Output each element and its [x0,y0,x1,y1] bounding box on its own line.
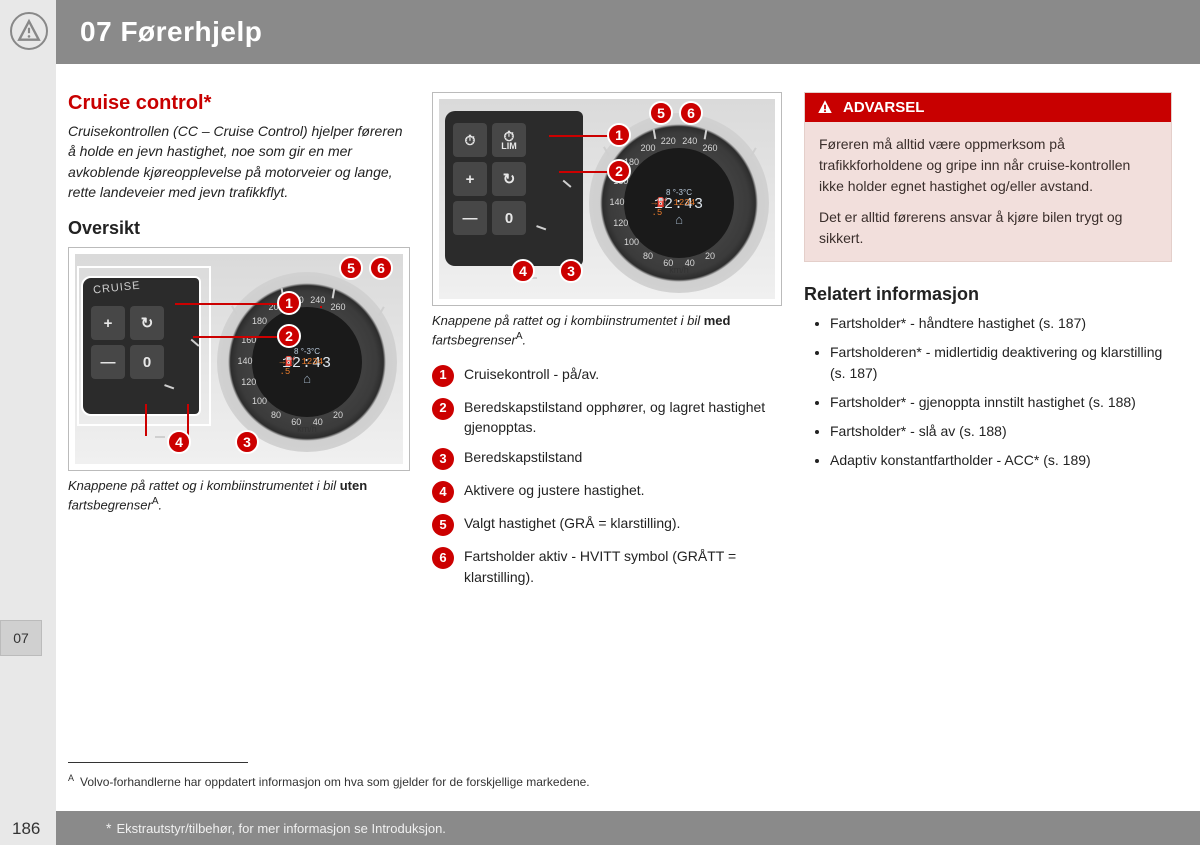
column-3: ADVARSEL Føreren må alltid være oppmerks… [804,92,1172,597]
callout-1: 1 [277,291,301,315]
callout-line-1b [549,135,611,137]
legend-number: 6 [432,547,454,569]
warning-p1: Føreren må alltid være oppmerksom på tra… [819,134,1157,197]
warning-body: Føreren må alltid være oppmerksom på tra… [805,122,1171,261]
legend-text: Aktivere og justere hastighet. [464,480,645,500]
callout-6b: 6 [679,101,703,125]
callout-5b: 5 [649,101,673,125]
footer-text: Ekstrautstyr/tilbehør, for mer informasj… [116,821,445,836]
page-number: 186 [8,817,44,841]
legend-text: Cruisekontroll - på/av. [464,364,599,384]
chapter-warning-icon [10,12,48,50]
callout-line-2b [559,171,611,173]
minus-button-icon: — [91,345,125,379]
lim-icon-button: LIM [492,123,526,157]
intro-text: Cruisekontrollen (CC – Cruise Control) h… [68,121,410,202]
legend-item: 2 Beredskapstilstand opphører, og lagret … [432,397,782,438]
legend-item: 1 Cruisekontroll - på/av. [432,364,782,387]
related-item: Fartsholderen* - midlertidig deaktiverin… [830,342,1172,383]
section-title: Cruise control* [68,92,410,115]
warning-p2: Det er alltid førerens ansvar å kjøre bi… [819,207,1157,249]
loop-button-icon: ↻ [130,306,164,340]
legend-item: 5 Valgt hastighet (GRÅ = klarstilling). [432,513,782,536]
button-grid: + ↻ — 0 [91,306,164,418]
plus-button-icon: + [91,306,125,340]
plus-button-icon: + [453,162,487,196]
speedometer-ticks: 20406080100120140160180200220240260 [217,272,397,452]
minus-button-icon: — [453,201,487,235]
callout-2: 2 [277,324,301,348]
cruise-label: CRUISE [93,280,142,297]
figure-1-caption: Knappene på rattet og i kombiinstrumente… [68,477,410,515]
callout-4: 4 [167,430,191,454]
warning-box: ADVARSEL Føreren må alltid være oppmerks… [804,92,1172,262]
callout-6: 6 [369,256,393,280]
related-heading: Relatert informasjon [804,284,1172,305]
related-item: Fartsholder* - slå av (s. 188) [830,421,1172,441]
figure-1-image: CRUISE + ↻ — 0 8 °-3°C 12:43 ⌂ [75,254,403,464]
related-item: Adaptiv konstantfartholder - ACC* (s. 18… [830,450,1172,470]
legend-item: 6 Fartsholder aktiv - HVITT symbol (GRÅTT… [432,546,782,587]
legend-number: 1 [432,365,454,387]
left-margin-strip [0,0,56,845]
related-item: Fartsholder* - håndtere hastighet (s. 18… [830,313,1172,333]
content-area: Cruise control* Cruisekontrollen (CC – C… [68,92,1172,597]
warning-heading: ADVARSEL [805,93,1171,122]
legend-item: 3 Beredskapstilstand [432,447,782,470]
callout-line-2 [193,336,283,338]
legend-text: Valgt hastighet (GRÅ = klarstilling). [464,513,680,533]
warning-triangle-icon [815,97,835,117]
legend-number: 4 [432,481,454,503]
related-item: Fartsholder* - gjenoppta innstilt hastig… [830,392,1172,412]
related-list: Fartsholder* - håndtere hastighet (s. 18… [804,313,1172,471]
overview-heading: Oversikt [68,218,410,239]
manual-page: 07 Førerhjelp Cruise control* Cruisekont… [0,0,1200,845]
warning-heading-text: ADVARSEL [843,99,924,116]
column-2: LIM + ↻ — 0 8 °-3°C 12:43 ⌂ →⛽ 1234 .5 [432,92,782,597]
legend-item: 4 Aktivere og justere hastighet. [432,480,782,503]
footer-star: * [106,820,111,836]
legend-text: Beredskapstilstand [464,447,582,467]
figure-2-caption: Knappene på rattet og i kombiinstrumente… [432,312,782,350]
speedo-icon-button [453,123,487,157]
column-1: Cruise control* Cruisekontrollen (CC – C… [68,92,410,597]
chapter-tab: 07 [0,620,42,656]
legend-number: 2 [432,398,454,420]
callout-2b: 2 [607,159,631,183]
callout-line-3 [187,404,189,436]
loop-button-icon: ↻ [492,162,526,196]
callout-line-5 [320,306,322,308]
zero-button-icon: 0 [492,201,526,235]
legend-number: 5 [432,514,454,536]
callout-legend-list: 1 Cruisekontroll - på/av. 2 Beredskapstilst… [432,364,782,587]
chapter-header: 07 Førerhjelp [56,0,1200,64]
footnote: AVolvo-forhandlerne har oppdatert inform… [68,773,590,789]
figure-2-image: LIM + ↻ — 0 8 °-3°C 12:43 ⌂ →⛽ 1234 .5 [439,99,775,299]
callout-line-4 [145,404,147,436]
legend-number: 3 [432,448,454,470]
button-grid-2: LIM + ↻ — 0 [453,123,526,235]
callout-4b: 4 [511,259,535,283]
footer-bar: * Ekstrautstyr/tilbehør, for mer informa… [56,811,1200,845]
speedometer: 8 °-3°C 12:43 ⌂ →⛽ 1234 .5 km/h 20406080… [217,272,397,452]
callout-3b: 3 [559,259,583,283]
chapter-title: 07 Førerhjelp [80,16,262,48]
callout-1b: 1 [607,123,631,147]
callout-line-1 [175,303,283,305]
steering-wheel-panel: CRUISE + ↻ — 0 [81,276,201,416]
figure-1: CRUISE + ↻ — 0 8 °-3°C 12:43 ⌂ [68,247,410,471]
figure-2: LIM + ↻ — 0 8 °-3°C 12:43 ⌂ →⛽ 1234 .5 [432,92,782,306]
callout-3: 3 [235,430,259,454]
legend-text: Fartsholder aktiv - HVITT symbol (GRÅTT … [464,546,782,587]
legend-text: Beredskapstilstand opphører, og lagret h… [464,397,782,438]
zero-button-icon: 0 [130,345,164,379]
callout-5: 5 [339,256,363,280]
footnote-rule [68,762,248,763]
